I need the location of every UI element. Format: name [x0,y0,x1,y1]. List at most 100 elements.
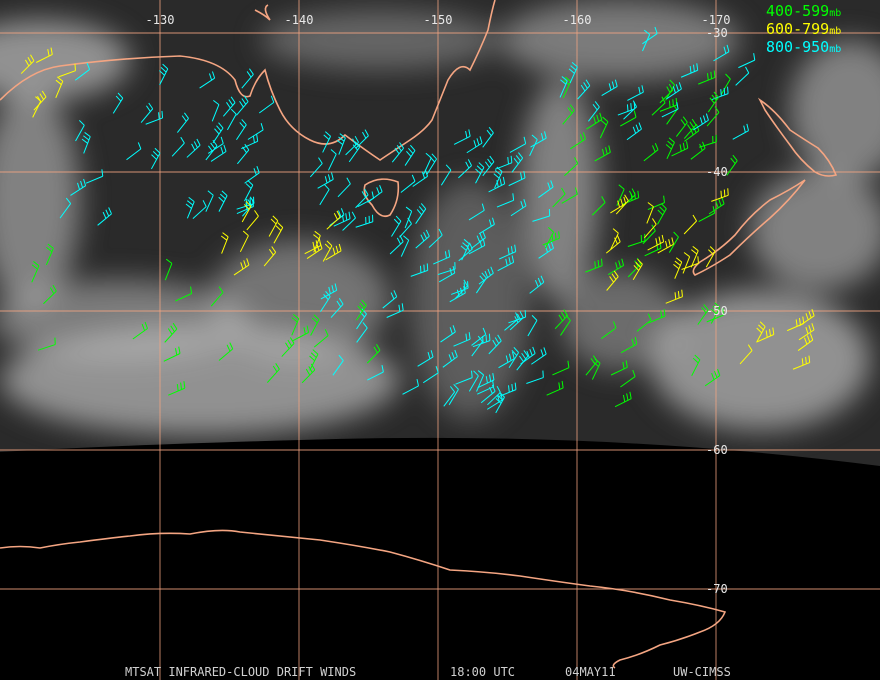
barb-feather [669,79,675,86]
wind-barb [304,238,322,255]
barb-shaft [386,309,404,318]
barb-feather [769,328,772,337]
barb-feather [622,361,625,369]
barb-shaft [585,360,598,376]
wind-barb [168,381,186,396]
wind-barb [440,325,456,343]
barb-shaft [735,72,750,86]
barb-feather [361,308,367,315]
barb-feather [494,337,500,344]
barb-shaft [453,135,471,145]
barb-feather [808,311,812,319]
barb-feather [720,89,722,97]
barb-feather [482,231,486,238]
barb-feather [531,134,538,140]
barb-shaft [526,377,544,385]
barb-shaft [620,343,638,354]
wind-barb [185,196,195,219]
barb-shaft [798,315,815,327]
wind-barb [588,101,600,122]
barb-feather [592,103,598,111]
barb-feather [323,294,329,300]
wind-barb [478,217,495,235]
barb-feather [229,342,234,350]
wind-barb [665,137,675,159]
barb-feather [713,70,716,78]
wind-barb [708,197,725,215]
barb-feather [745,66,750,74]
barb-shaft [246,215,259,231]
footer-text: UW-CIMSS [673,665,731,679]
barb-feather [275,363,280,370]
barb-shaft [404,150,416,166]
wind-barb [636,313,652,332]
barb-feather [514,244,517,252]
barb-feather [410,144,416,151]
barb-feather [309,355,316,362]
barb-shaft [482,161,495,177]
barb-shaft [683,124,697,139]
wind-barb [632,258,643,280]
barb-feather [364,129,369,136]
wind-barb [601,79,618,97]
barb-feather [65,197,72,204]
barb-shaft [449,292,466,303]
wind-barb [666,82,682,100]
barb-feather [505,258,508,266]
wind-barb [488,176,506,193]
barb-shaft [140,108,154,123]
wind-barb [220,232,229,254]
barb-shaft [440,169,452,186]
barb-shaft [510,205,527,217]
barb-feather [190,286,193,294]
wind-barb [126,142,142,161]
barb-feather [228,99,234,106]
barb-feather [715,201,719,209]
barb-shaft [348,146,361,163]
barb-feather [379,184,383,192]
barb-shaft [317,178,334,189]
barb-shaft [454,285,468,300]
barb-shaft [468,375,479,392]
wind-barb [455,370,473,385]
barb-shaft [320,296,331,312]
wind-barb [620,369,636,388]
barb-feather [108,207,112,215]
barb-shaft [241,205,252,223]
wind-barb [706,308,724,323]
barb-shaft [310,319,320,336]
wind-barb [798,323,815,341]
wind-barb [508,346,520,369]
barb-feather [242,230,249,237]
barb-shaft [508,316,526,324]
barb-feather [340,208,345,216]
barb-feather [484,270,489,278]
barb-feather [723,46,727,54]
barb-feather [726,44,730,52]
barb-shaft [508,352,520,369]
barb-feather [180,136,185,144]
barb-feather [626,393,629,401]
barb-feather [46,246,53,253]
wind-barb [433,249,451,265]
barb-shaft [309,163,323,178]
barb-shaft [666,88,682,100]
barb-feather [692,245,699,252]
barb-shaft [627,263,642,278]
barb-shaft [440,331,456,343]
barb-feather [676,102,679,110]
barb-feather [312,349,319,355]
barb-feather [702,141,706,149]
barb-shaft [569,66,578,84]
barb-feather [324,131,331,137]
barb-feather [611,273,617,280]
wind-barb [328,149,337,171]
wind-barb [705,246,716,268]
wind-barb [210,144,227,162]
barb-feather [466,244,471,252]
wind-barb [97,207,112,226]
barb-feather [513,346,519,353]
wind-barb [732,123,749,140]
barb-shaft [458,165,472,179]
wind-barb [236,95,249,116]
